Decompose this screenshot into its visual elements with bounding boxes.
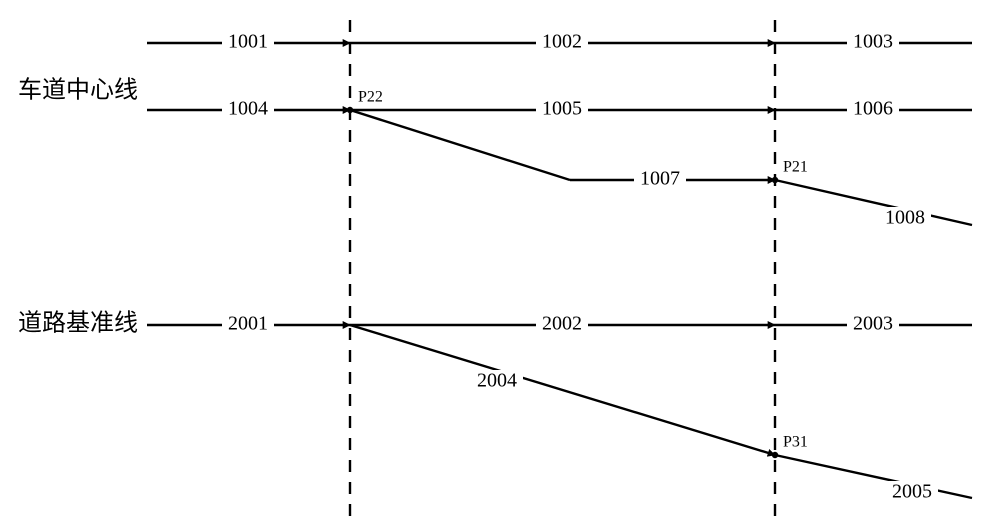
segment-label-2002: 2002 bbox=[542, 313, 582, 335]
labels-layer: 1001 1002 1003 1004 1005 1006 1007 1008 2001 2002… bbox=[222, 31, 938, 505]
segment-label-1008: 1008 bbox=[885, 207, 925, 229]
segment-label-1006: 1006 bbox=[853, 98, 893, 120]
point-P31 bbox=[772, 452, 778, 458]
segment-label-1003: 1003 bbox=[853, 31, 893, 53]
segment-2004 bbox=[350, 325, 775, 455]
point-P22 bbox=[347, 107, 353, 113]
segment-label-1004: 1004 bbox=[228, 98, 268, 120]
label-lane-centerline: 车道中心线 bbox=[18, 77, 138, 104]
segment-2005 bbox=[775, 455, 972, 498]
segment-label-2001: 2001 bbox=[228, 313, 268, 335]
point-label-P21: P21 bbox=[783, 159, 808, 176]
side-labels-layer: 车道中心线道路基准线 bbox=[18, 77, 138, 337]
segment-label-1005: 1005 bbox=[542, 98, 582, 120]
segment-label-2005: 2005 bbox=[892, 481, 932, 503]
point-label-P31: P31 bbox=[783, 434, 808, 451]
segment-label-2004: 2004 bbox=[477, 370, 517, 392]
point-P21 bbox=[772, 177, 778, 183]
segment-label-2003: 2003 bbox=[853, 313, 893, 335]
point-label-P22: P22 bbox=[358, 89, 383, 106]
segment-label-1002: 1002 bbox=[542, 31, 582, 53]
label-road-reference-line: 道路基准线 bbox=[18, 310, 138, 337]
segment-label-1007: 1007 bbox=[640, 168, 680, 190]
segment-label-1001: 1001 bbox=[228, 31, 268, 53]
points-layer: P22 P21 P31 bbox=[347, 89, 808, 459]
segment-1008 bbox=[775, 180, 972, 225]
verticals-layer bbox=[350, 20, 775, 520]
